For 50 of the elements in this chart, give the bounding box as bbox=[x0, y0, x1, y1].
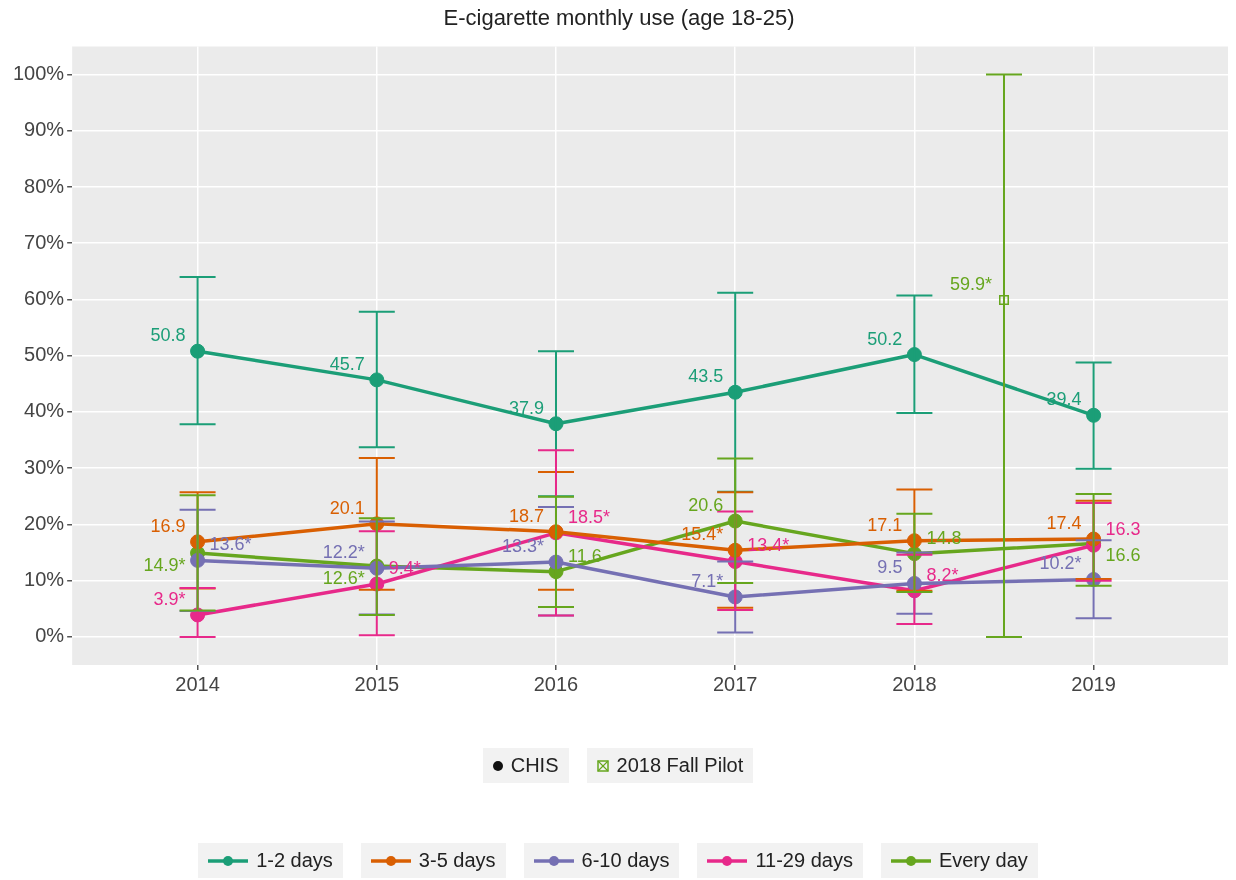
y-tick-label: 80% bbox=[24, 174, 65, 197]
data-label: 10.2* bbox=[1039, 553, 1082, 574]
data-label: 18.7 bbox=[508, 505, 544, 526]
data-label: 43.5 bbox=[688, 366, 724, 387]
data-label: 16.9 bbox=[150, 515, 186, 536]
y-tick-label: 60% bbox=[24, 286, 65, 309]
y-tick-label: 0% bbox=[35, 624, 65, 647]
data-label: 45.7 bbox=[329, 353, 365, 374]
data-label: 17.1 bbox=[867, 514, 903, 535]
y-tick-label: 10% bbox=[24, 568, 65, 591]
x-tick-label: 2014 bbox=[175, 672, 220, 695]
data-label: 50.2 bbox=[867, 328, 903, 349]
data-label: 16.3 bbox=[1105, 519, 1141, 540]
legend-label: 3-5 days bbox=[418, 849, 496, 872]
data-label: 12.2* bbox=[322, 542, 365, 563]
y-tick-label: 100% bbox=[13, 62, 65, 85]
y-tick-label: 40% bbox=[24, 399, 65, 422]
data-label: 18.5* bbox=[567, 506, 611, 527]
y-tick-label: 30% bbox=[24, 455, 65, 478]
data-label: 20.1 bbox=[329, 497, 365, 518]
text: CHIS bbox=[510, 754, 559, 777]
x-tick-label: 2018 bbox=[892, 672, 937, 695]
x-tick-label: 2015 bbox=[354, 672, 400, 695]
y-tick-label: 20% bbox=[24, 511, 65, 534]
data-label: 8.2* bbox=[926, 564, 959, 585]
data-label: 20.6 bbox=[688, 495, 724, 515]
y-tick-label: 70% bbox=[24, 230, 65, 253]
data-label: 17.4 bbox=[1046, 513, 1082, 533]
legend-label: Every day bbox=[938, 849, 1028, 872]
legend-label: 11-29 days bbox=[755, 849, 853, 872]
data-label: 50.8 bbox=[150, 325, 186, 346]
y-tick-label: 90% bbox=[24, 118, 65, 141]
legend-label: 2018 Fall Pilot bbox=[616, 754, 744, 777]
data-label: 14.9* bbox=[143, 555, 186, 576]
legend-label: 6-10 days bbox=[581, 849, 670, 872]
data-label: 9.5 bbox=[877, 557, 903, 578]
y-tick-label: 50% bbox=[24, 343, 65, 366]
data-label: 9.4* bbox=[388, 557, 421, 578]
data-label: 13.6* bbox=[209, 534, 252, 555]
legend-label: 1-2 days bbox=[256, 849, 333, 872]
chart-title: E-cigarette monthly use (age 18-25) bbox=[443, 5, 795, 31]
data-label: 12.6* bbox=[322, 567, 365, 588]
x-tick-label: 2017 bbox=[712, 672, 758, 695]
x-tick-label: 2019 bbox=[1071, 672, 1116, 695]
point bbox=[999, 295, 1009, 306]
data-label: 59.9* bbox=[949, 273, 992, 294]
x-tick-label: 2016 bbox=[533, 672, 579, 695]
data-label: 16.6 bbox=[1105, 545, 1141, 566]
data-label: 3.9* bbox=[153, 588, 186, 609]
data-label: 7.1* bbox=[691, 570, 724, 591]
